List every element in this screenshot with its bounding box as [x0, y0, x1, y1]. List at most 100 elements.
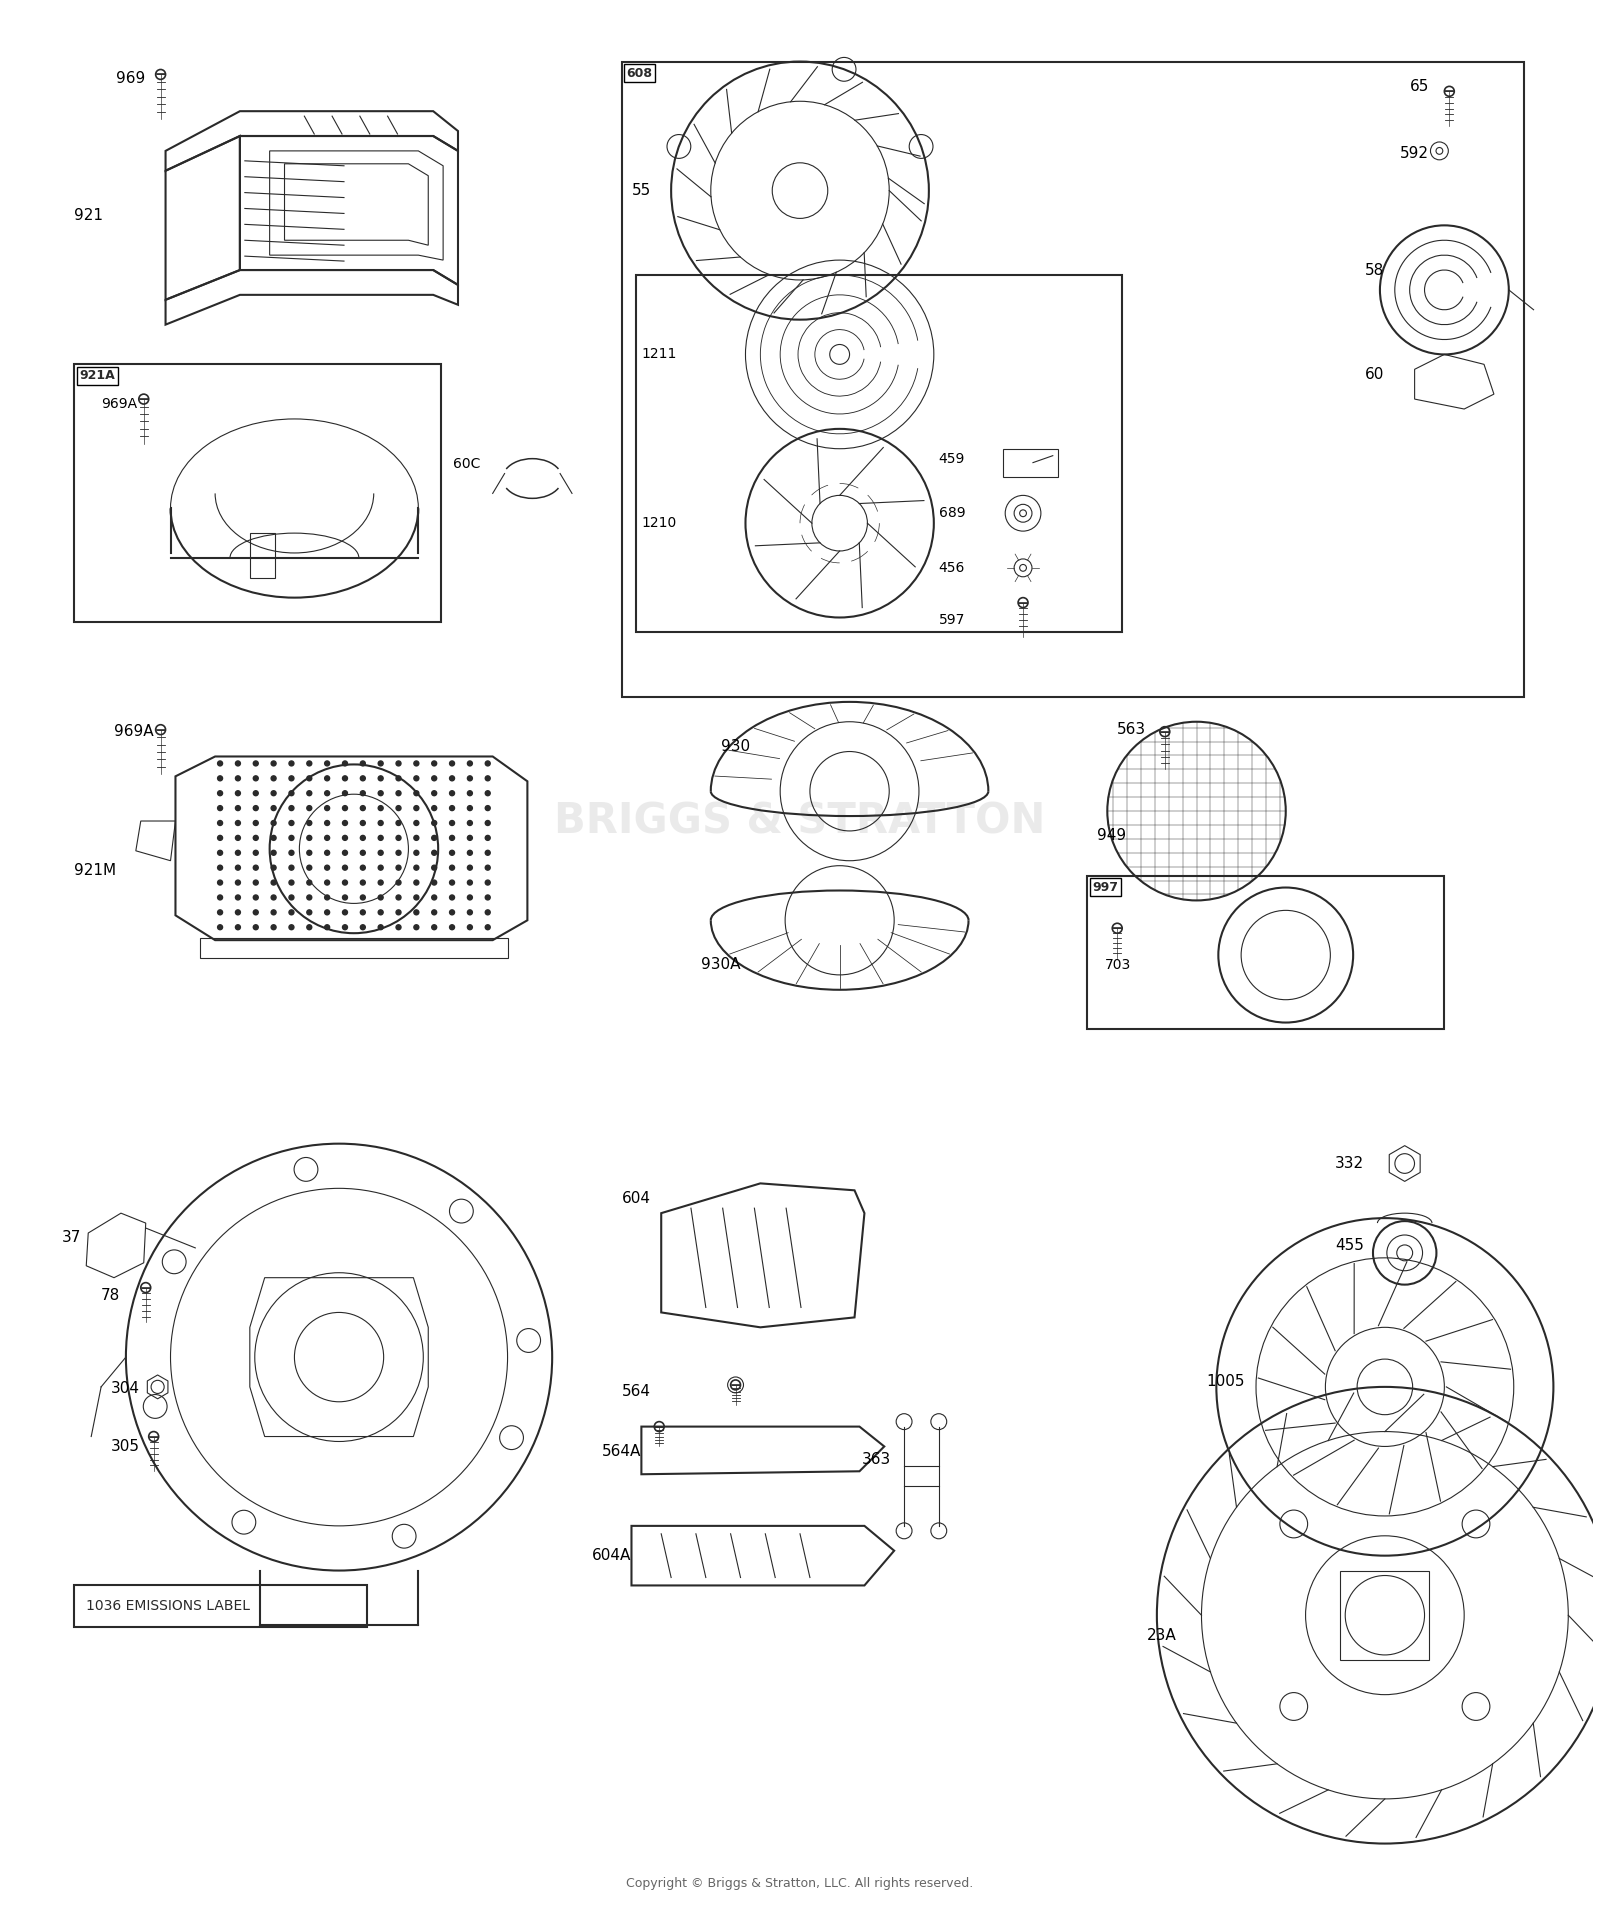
Text: 37: 37 — [61, 1231, 82, 1246]
Circle shape — [270, 851, 277, 854]
Circle shape — [450, 851, 454, 854]
Circle shape — [432, 806, 437, 810]
Circle shape — [450, 806, 454, 810]
Text: Copyright © Briggs & Stratton, LLC. All rights reserved.: Copyright © Briggs & Stratton, LLC. All … — [626, 1876, 974, 1889]
Text: 930A: 930A — [701, 958, 741, 972]
Text: BRIGGS & STRATTON: BRIGGS & STRATTON — [554, 801, 1046, 843]
Circle shape — [397, 851, 402, 854]
Circle shape — [432, 866, 437, 870]
Text: 459: 459 — [939, 451, 965, 467]
Circle shape — [290, 760, 294, 766]
Circle shape — [432, 851, 437, 854]
Circle shape — [360, 791, 365, 795]
Circle shape — [307, 820, 312, 826]
Circle shape — [218, 925, 222, 929]
Circle shape — [307, 895, 312, 900]
Bar — [74, 1586, 366, 1626]
Text: 949: 949 — [1098, 828, 1126, 843]
Text: 1005: 1005 — [1206, 1375, 1245, 1390]
Circle shape — [325, 791, 330, 795]
Circle shape — [270, 760, 277, 766]
Circle shape — [378, 895, 382, 900]
Text: 60: 60 — [1365, 367, 1384, 382]
Circle shape — [235, 820, 240, 826]
Text: 969A: 969A — [114, 724, 154, 739]
Circle shape — [432, 791, 437, 795]
Circle shape — [235, 760, 240, 766]
Text: 456: 456 — [939, 561, 965, 574]
Circle shape — [360, 851, 365, 854]
Circle shape — [414, 895, 419, 900]
Circle shape — [307, 879, 312, 885]
Circle shape — [378, 760, 382, 766]
Circle shape — [414, 835, 419, 841]
Circle shape — [342, 806, 347, 810]
Circle shape — [397, 791, 402, 795]
Circle shape — [378, 925, 382, 929]
Circle shape — [485, 879, 490, 885]
Circle shape — [235, 879, 240, 885]
Circle shape — [467, 835, 472, 841]
Circle shape — [360, 866, 365, 870]
Circle shape — [253, 806, 258, 810]
Bar — [1003, 449, 1058, 476]
Circle shape — [485, 760, 490, 766]
Text: 592: 592 — [1400, 146, 1429, 161]
Circle shape — [253, 895, 258, 900]
Text: 60C: 60C — [453, 457, 480, 470]
Circle shape — [485, 866, 490, 870]
Circle shape — [307, 925, 312, 929]
Circle shape — [290, 851, 294, 854]
Circle shape — [467, 760, 472, 766]
Circle shape — [235, 910, 240, 914]
Circle shape — [218, 835, 222, 841]
Circle shape — [414, 879, 419, 885]
Circle shape — [307, 791, 312, 795]
Circle shape — [360, 760, 365, 766]
Bar — [200, 939, 507, 958]
Circle shape — [342, 791, 347, 795]
Circle shape — [432, 820, 437, 826]
Text: 604A: 604A — [592, 1548, 630, 1563]
Circle shape — [485, 791, 490, 795]
Circle shape — [342, 910, 347, 914]
Circle shape — [342, 851, 347, 854]
Circle shape — [485, 910, 490, 914]
Circle shape — [325, 879, 330, 885]
Circle shape — [235, 791, 240, 795]
Circle shape — [325, 910, 330, 914]
Text: 1036 EMISSIONS LABEL: 1036 EMISSIONS LABEL — [86, 1599, 250, 1613]
Circle shape — [253, 879, 258, 885]
Circle shape — [290, 806, 294, 810]
Circle shape — [432, 895, 437, 900]
Circle shape — [253, 910, 258, 914]
Text: 564A: 564A — [602, 1444, 642, 1459]
Circle shape — [360, 820, 365, 826]
Circle shape — [253, 835, 258, 841]
Circle shape — [360, 925, 365, 929]
Text: 921M: 921M — [74, 864, 117, 877]
Circle shape — [253, 791, 258, 795]
Circle shape — [218, 895, 222, 900]
Circle shape — [378, 776, 382, 781]
Text: 597: 597 — [939, 614, 965, 628]
Circle shape — [360, 895, 365, 900]
Circle shape — [378, 866, 382, 870]
Circle shape — [253, 925, 258, 929]
Circle shape — [360, 835, 365, 841]
Circle shape — [450, 879, 454, 885]
Circle shape — [378, 851, 382, 854]
Circle shape — [253, 866, 258, 870]
Circle shape — [432, 776, 437, 781]
Circle shape — [270, 910, 277, 914]
Circle shape — [290, 866, 294, 870]
Circle shape — [235, 851, 240, 854]
Circle shape — [467, 925, 472, 929]
Text: 55: 55 — [632, 182, 651, 198]
Circle shape — [235, 776, 240, 781]
Circle shape — [270, 776, 277, 781]
Circle shape — [218, 791, 222, 795]
Circle shape — [397, 806, 402, 810]
Circle shape — [290, 791, 294, 795]
Circle shape — [325, 895, 330, 900]
